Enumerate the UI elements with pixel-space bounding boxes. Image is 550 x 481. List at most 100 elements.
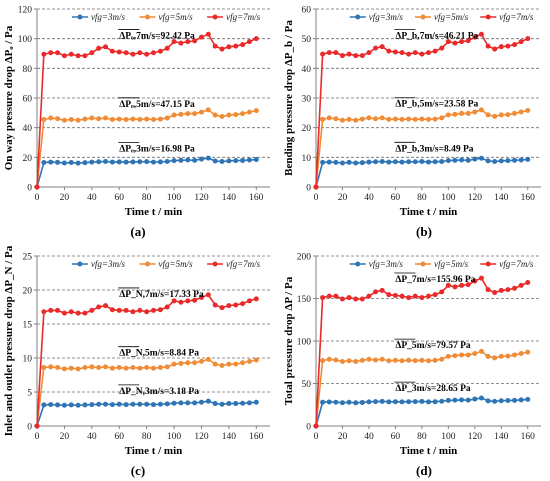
data-point bbox=[373, 116, 379, 122]
data-point bbox=[137, 116, 143, 122]
data-point bbox=[518, 39, 524, 45]
data-point bbox=[246, 298, 252, 304]
data-point bbox=[465, 282, 471, 288]
data-point bbox=[386, 292, 392, 298]
y-tick-label: 40 bbox=[23, 124, 33, 134]
x-tick-label: 140 bbox=[494, 193, 509, 203]
data-point bbox=[498, 353, 504, 359]
x-tick-label: 140 bbox=[494, 432, 509, 442]
data-point bbox=[392, 116, 398, 122]
data-point bbox=[439, 289, 445, 295]
legend-entry: vfg=3m/s bbox=[91, 12, 126, 22]
y-tick-label: 80 bbox=[23, 65, 33, 75]
data-point bbox=[164, 115, 170, 121]
data-point bbox=[452, 284, 458, 290]
x-tick-label: 160 bbox=[521, 432, 536, 442]
data-point bbox=[386, 116, 392, 122]
data-point bbox=[96, 159, 102, 165]
data-point bbox=[472, 396, 478, 402]
data-point bbox=[478, 155, 484, 161]
data-point bbox=[144, 51, 150, 57]
x-tick-label: 120 bbox=[468, 193, 483, 203]
data-point bbox=[419, 295, 425, 301]
x-tick-label: 40 bbox=[87, 432, 97, 442]
data-point bbox=[518, 282, 524, 288]
data-point bbox=[392, 159, 398, 165]
data-point bbox=[151, 365, 156, 371]
data-point bbox=[512, 157, 518, 163]
data-point bbox=[123, 307, 129, 313]
data-point bbox=[123, 159, 129, 165]
legend-swatch-marker bbox=[212, 261, 218, 267]
data-point bbox=[333, 293, 339, 299]
legend-swatch-marker bbox=[355, 14, 361, 20]
data-point bbox=[525, 349, 531, 355]
data-point bbox=[459, 39, 465, 45]
data-point bbox=[346, 159, 352, 165]
data-point bbox=[432, 159, 438, 165]
data-point bbox=[75, 402, 81, 408]
data-point bbox=[452, 397, 458, 403]
legend-entry: vfg=7m/s bbox=[226, 12, 261, 22]
data-point bbox=[89, 402, 95, 408]
data-point bbox=[226, 44, 232, 50]
legend-entry: vfg=5m/s bbox=[159, 259, 194, 269]
data-point bbox=[41, 160, 47, 166]
data-point bbox=[157, 307, 163, 313]
data-point bbox=[379, 44, 385, 50]
x-tick-label: 100 bbox=[167, 432, 182, 442]
data-point bbox=[41, 365, 47, 371]
data-point bbox=[96, 116, 102, 122]
data-point bbox=[465, 352, 471, 358]
data-point bbox=[41, 51, 47, 57]
x-tick-label: 60 bbox=[391, 432, 401, 442]
data-point bbox=[373, 45, 379, 51]
data-point bbox=[171, 298, 177, 304]
data-point bbox=[178, 40, 184, 46]
data-point bbox=[103, 364, 109, 370]
data-point bbox=[333, 357, 339, 363]
mean-annotation: ΔP_b,3m/s=8.49 Pa bbox=[395, 144, 473, 154]
x-tick-label: 100 bbox=[441, 432, 456, 442]
data-point bbox=[253, 157, 259, 163]
data-point bbox=[320, 399, 326, 405]
data-point bbox=[478, 107, 484, 113]
data-point bbox=[419, 51, 425, 57]
data-point bbox=[326, 159, 332, 165]
data-point bbox=[123, 117, 129, 123]
data-point bbox=[253, 36, 259, 42]
data-point bbox=[465, 38, 471, 44]
data-point bbox=[373, 357, 379, 363]
data-point bbox=[492, 158, 498, 164]
data-point bbox=[171, 112, 177, 118]
data-point bbox=[485, 158, 491, 164]
data-point bbox=[123, 365, 129, 371]
data-point bbox=[103, 401, 109, 407]
x-axis-title: Time t / min bbox=[400, 445, 458, 457]
data-point bbox=[419, 158, 425, 164]
data-point bbox=[75, 117, 81, 123]
data-point bbox=[359, 53, 365, 59]
data-point bbox=[439, 398, 445, 404]
x-tick-label: 60 bbox=[391, 193, 401, 203]
data-point bbox=[246, 157, 252, 163]
data-point bbox=[505, 43, 511, 49]
data-point bbox=[109, 307, 115, 313]
data-point bbox=[459, 352, 465, 358]
data-point bbox=[326, 356, 332, 362]
data-point bbox=[426, 358, 431, 364]
data-point bbox=[366, 115, 372, 121]
data-point bbox=[253, 399, 259, 405]
data-point bbox=[492, 290, 498, 296]
data-point bbox=[198, 34, 204, 40]
mean-annotation: ΔP_N,7m/s=17.33 Pa bbox=[119, 290, 204, 300]
data-point bbox=[432, 357, 438, 363]
data-point bbox=[432, 292, 438, 298]
data-point bbox=[412, 358, 418, 364]
data-point bbox=[412, 116, 418, 122]
y-tick-label: 150 bbox=[297, 295, 312, 305]
data-point bbox=[89, 307, 95, 313]
data-point bbox=[82, 116, 88, 122]
